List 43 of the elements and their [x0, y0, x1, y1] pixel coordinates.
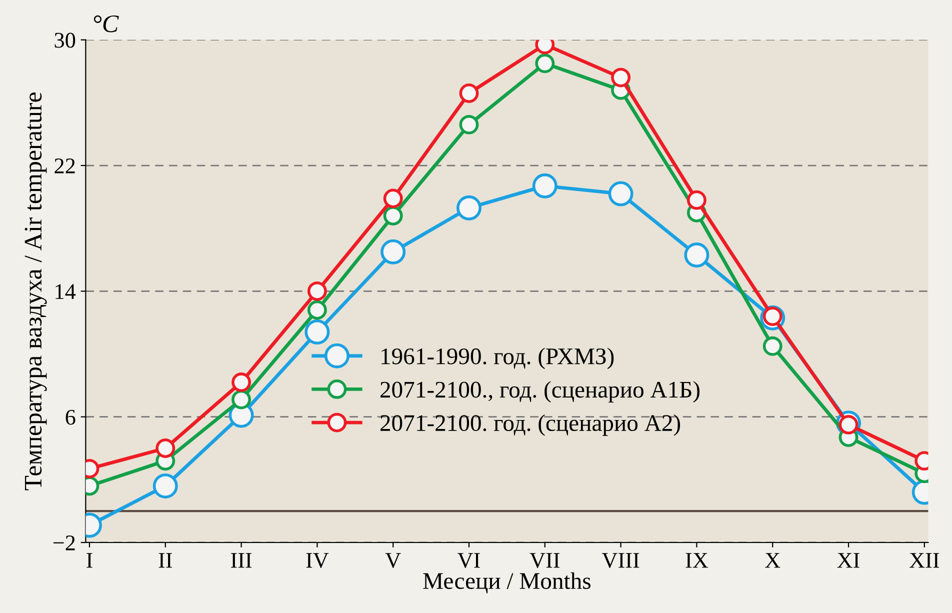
text: °C	[94, 15, 119, 32]
point	[459, 84, 479, 103]
y-tick-label: 30	[54, 32, 76, 48]
point	[684, 242, 710, 268]
x-tick-label: IX	[686, 553, 708, 568]
point	[383, 206, 403, 226]
point	[383, 188, 403, 208]
point	[608, 181, 634, 206]
point	[307, 281, 327, 301]
y-axis-title: Температура ваздуха / Air temperature	[24, 92, 47, 490]
y-tick-label: 14	[56, 284, 76, 299]
point	[232, 390, 252, 410]
point	[456, 195, 482, 220]
x-tick-label: X	[765, 553, 780, 568]
point	[535, 54, 555, 74]
point	[307, 300, 327, 320]
x-axis-title: Месеци / Months	[423, 572, 590, 594]
x-tick-label: V	[385, 553, 401, 568]
legend-label: 1961-1990. год. (РХМЗ)	[382, 348, 614, 370]
x-tick-label: XII	[909, 553, 940, 568]
y-tick-label: 6	[66, 410, 76, 425]
legend-label: 2071-2100., год. (сценарио А1Б)	[380, 381, 700, 402]
y-tick-label: −2	[53, 536, 75, 550]
x-tick-label: IV	[306, 553, 329, 568]
point	[232, 372, 252, 392]
point	[459, 114, 479, 134]
x-tick-label: VI	[458, 553, 480, 568]
point	[156, 438, 176, 458]
point	[611, 68, 631, 88]
x-tick-label: VIII	[602, 553, 640, 568]
x-tick-label: II	[158, 553, 172, 568]
point	[152, 473, 178, 498]
point	[686, 190, 706, 210]
x-tick-label: III	[230, 553, 252, 568]
point	[762, 336, 782, 356]
x-tick-label: VII	[530, 553, 560, 568]
point	[304, 320, 330, 345]
point	[380, 239, 406, 264]
legend-label: 2071-2100. год. (сценарио А2)	[380, 414, 680, 436]
x-tick-label: I	[86, 553, 92, 568]
point	[532, 173, 558, 198]
y-tick-label: 22	[54, 158, 75, 174]
x-tick-label: XI	[837, 553, 860, 568]
